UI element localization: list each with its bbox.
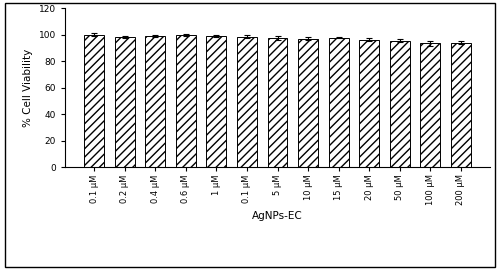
Bar [268,38,287,167]
Bar [176,35,196,167]
Bar [451,43,470,167]
Bar [328,38,348,167]
Bar [237,37,257,167]
Bar [206,36,227,167]
Bar [115,37,134,167]
Bar [84,35,104,167]
Y-axis label: % Cell Viability: % Cell Viability [23,49,33,127]
Bar [298,39,318,167]
X-axis label: AgNPs-EC: AgNPs-EC [252,211,303,221]
Bar [420,43,440,167]
Bar [146,36,166,167]
Bar [359,40,379,167]
Bar [390,40,409,167]
